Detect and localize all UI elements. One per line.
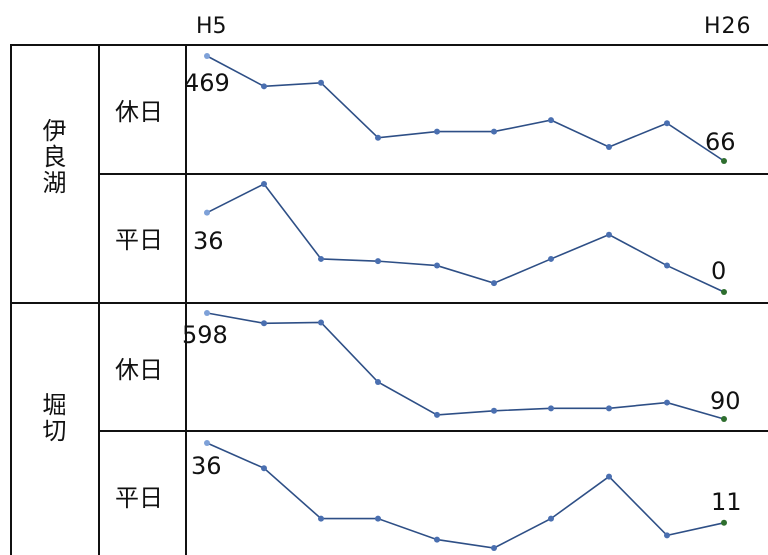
data-point xyxy=(606,231,612,238)
data-point xyxy=(606,143,612,150)
data-point xyxy=(318,255,324,262)
data-point xyxy=(434,536,440,543)
data-point xyxy=(721,416,727,422)
series-line xyxy=(206,312,725,420)
data-point xyxy=(261,181,267,187)
data-point xyxy=(721,519,727,526)
horikiri-row-divider xyxy=(98,430,768,432)
last-value-horikiri-weekday: 11 xyxy=(711,488,742,516)
data-point xyxy=(375,134,381,141)
last-value-iragoko-holiday: 66 xyxy=(705,128,736,156)
data-point xyxy=(434,411,440,418)
last-value-horikiri-holiday: 90 xyxy=(710,387,741,415)
data-point xyxy=(204,209,210,216)
top-border xyxy=(10,44,768,46)
data-point xyxy=(261,465,267,472)
first-value-iragoko-weekday: 36 xyxy=(193,227,224,255)
first-value-horikiri-weekday: 36 xyxy=(191,452,222,480)
data-point xyxy=(375,515,381,522)
data-point xyxy=(491,407,497,414)
iragoko-row-divider xyxy=(98,173,768,175)
data-point xyxy=(491,545,497,551)
data-point xyxy=(664,532,670,539)
chart-left-divider xyxy=(185,44,187,555)
data-point xyxy=(721,289,727,295)
data-point xyxy=(434,128,440,135)
data-point xyxy=(548,405,554,412)
data-point xyxy=(261,320,267,327)
data-point xyxy=(261,83,267,90)
x-axis-start-label: H5 xyxy=(196,14,227,39)
data-point xyxy=(664,399,670,406)
data-point xyxy=(204,53,210,59)
data-point xyxy=(664,120,670,127)
data-point xyxy=(721,158,727,164)
data-point xyxy=(204,440,210,446)
data-point xyxy=(318,79,324,86)
data-point xyxy=(375,379,381,386)
day-label-iragoko-holiday: 休日 xyxy=(115,98,163,126)
data-point xyxy=(548,515,554,522)
left-border xyxy=(10,44,12,555)
region-divider xyxy=(98,44,100,555)
data-point xyxy=(491,280,497,287)
data-point xyxy=(491,128,497,135)
series-line xyxy=(206,442,725,549)
series-line xyxy=(206,55,725,162)
data-point xyxy=(375,258,381,265)
first-value-iragoko-holiday: 469 xyxy=(184,69,230,97)
data-point xyxy=(318,515,324,522)
data-point xyxy=(318,319,324,326)
first-value-horikiri-holiday: 598 xyxy=(182,321,228,349)
data-point xyxy=(548,255,554,262)
data-point xyxy=(606,405,612,412)
region-label-iragoko: 伊良湖 xyxy=(38,118,66,196)
last-value-iragoko-weekday: 0 xyxy=(711,257,727,285)
day-label-horikiri-weekday: 平日 xyxy=(115,484,163,512)
series-line xyxy=(206,182,725,293)
region-label-horikiri: 堀切 xyxy=(38,392,66,444)
region-separator xyxy=(10,302,768,304)
data-point xyxy=(434,262,440,269)
day-label-horikiri-holiday: 休日 xyxy=(115,356,163,384)
data-point xyxy=(548,117,554,124)
data-point xyxy=(204,310,210,316)
data-point xyxy=(606,473,612,480)
day-label-iragoko-weekday: 平日 xyxy=(115,226,163,254)
x-axis-end-label: H26 xyxy=(704,14,752,39)
data-point xyxy=(664,262,670,269)
